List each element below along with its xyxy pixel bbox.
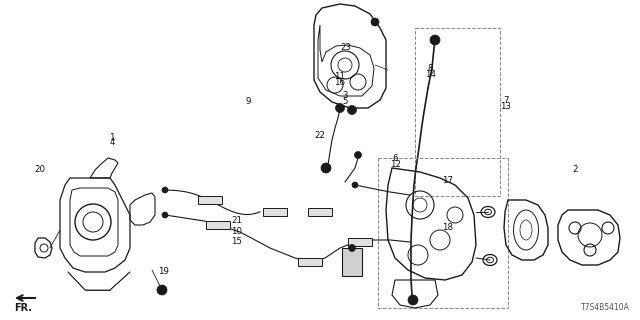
Text: 13: 13 bbox=[500, 102, 511, 111]
Circle shape bbox=[162, 212, 168, 218]
Circle shape bbox=[352, 182, 358, 188]
Text: 23: 23 bbox=[340, 43, 351, 52]
Text: 21: 21 bbox=[231, 216, 243, 225]
Text: 15: 15 bbox=[231, 237, 243, 246]
Circle shape bbox=[371, 18, 379, 26]
Text: 8: 8 bbox=[428, 64, 433, 73]
Text: 9: 9 bbox=[246, 97, 251, 106]
Circle shape bbox=[157, 285, 167, 295]
Text: 14: 14 bbox=[424, 70, 436, 79]
Text: 12: 12 bbox=[390, 160, 401, 169]
Text: 4: 4 bbox=[109, 138, 115, 147]
Bar bbox=[415, 28, 500, 196]
Circle shape bbox=[355, 151, 362, 158]
Text: 22: 22 bbox=[314, 132, 326, 140]
Text: 20: 20 bbox=[34, 165, 45, 174]
Circle shape bbox=[430, 35, 440, 45]
Text: 3: 3 bbox=[343, 92, 348, 100]
Text: 17: 17 bbox=[442, 176, 454, 185]
Text: 16: 16 bbox=[333, 78, 345, 87]
Bar bbox=[263, 208, 287, 216]
Circle shape bbox=[321, 163, 331, 173]
Text: FR.: FR. bbox=[14, 303, 32, 313]
Text: T7S4B5410A: T7S4B5410A bbox=[581, 303, 630, 312]
Bar bbox=[198, 196, 222, 204]
Text: 10: 10 bbox=[231, 228, 243, 236]
Circle shape bbox=[348, 106, 356, 115]
Text: 11: 11 bbox=[333, 72, 345, 81]
Text: 7: 7 bbox=[503, 96, 508, 105]
Bar bbox=[378, 158, 508, 308]
Bar bbox=[348, 238, 372, 246]
Circle shape bbox=[349, 244, 355, 252]
Circle shape bbox=[162, 187, 168, 193]
Text: 19: 19 bbox=[158, 268, 168, 276]
Circle shape bbox=[408, 295, 418, 305]
Text: 2: 2 bbox=[572, 165, 577, 174]
Circle shape bbox=[335, 103, 344, 113]
Text: 18: 18 bbox=[442, 223, 454, 232]
Bar bbox=[298, 258, 322, 266]
Bar bbox=[206, 221, 230, 229]
Bar bbox=[342, 248, 362, 276]
Text: 1: 1 bbox=[109, 133, 115, 142]
Text: 5: 5 bbox=[343, 97, 348, 106]
Text: 6: 6 bbox=[393, 154, 398, 163]
Bar bbox=[308, 208, 332, 216]
